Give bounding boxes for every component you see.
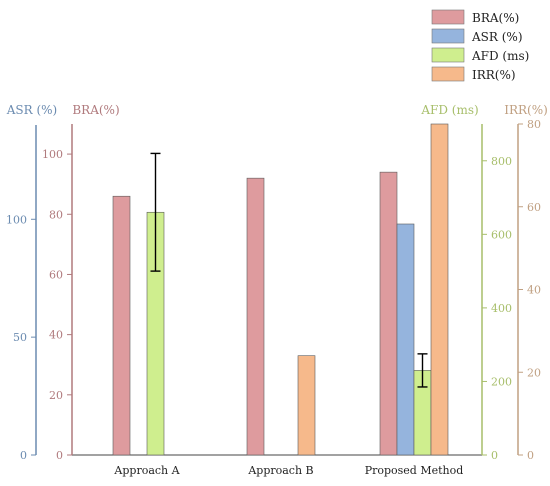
afd-tick-label: 0: [491, 449, 498, 462]
bra-tick-label: 0: [56, 449, 63, 462]
bra-tick-label: 40: [49, 329, 63, 342]
afd-tick-label: 200: [491, 375, 512, 388]
category-labels: Approach A Approach B Proposed Method: [113, 464, 463, 477]
category-label: Proposed Method: [365, 464, 464, 477]
irr-tick-label: 0: [527, 449, 534, 462]
bar-bra-1: [246, 177, 265, 456]
category-label: Approach B: [247, 464, 313, 477]
legend-label: ASR (%): [471, 30, 523, 44]
legend-swatch: [431, 9, 465, 25]
legend: BRA(%) ASR (%) AFD (ms) IRR(%): [431, 9, 529, 82]
bar-irr-2: [430, 123, 449, 456]
bar-bra-0: [112, 195, 131, 456]
category-label: Approach A: [113, 464, 180, 477]
irr-tick-label: 40: [527, 284, 541, 297]
bra-tick-label: 80: [49, 208, 63, 221]
irr-axis-title: IRR(%): [504, 103, 548, 117]
afd-axis-title: AFD (ms): [420, 103, 478, 117]
bar-asr-2: [396, 223, 415, 456]
bra-tick-label: 60: [49, 268, 63, 281]
asr-tick-label: 100: [6, 213, 27, 226]
bar-bra-2: [379, 171, 398, 456]
afd-tick-label: 400: [491, 302, 512, 315]
legend-swatch: [431, 47, 465, 63]
irr-tick-label: 80: [527, 118, 541, 131]
legend-label: IRR(%): [472, 68, 516, 82]
legend-label: BRA(%): [472, 11, 519, 25]
bra-tick-label: 100: [42, 148, 63, 161]
asr-axis-title: ASR (%): [6, 103, 58, 117]
afd-tick-label: 800: [491, 155, 512, 168]
bars: [112, 123, 449, 456]
afd-tick-label: 600: [491, 228, 512, 241]
bra-tick-label: 20: [49, 389, 63, 402]
legend-swatch: [431, 66, 465, 82]
asr-tick-label: 50: [13, 331, 27, 344]
bra-axis-title: BRA(%): [72, 103, 119, 117]
irr-tick-label: 60: [527, 201, 541, 214]
irr-tick-label: 20: [527, 366, 541, 379]
asr-tick-label: 0: [20, 449, 27, 462]
legend-label: AFD (ms): [471, 49, 529, 63]
legend-swatch: [431, 28, 465, 44]
bar-irr-1: [297, 355, 316, 456]
